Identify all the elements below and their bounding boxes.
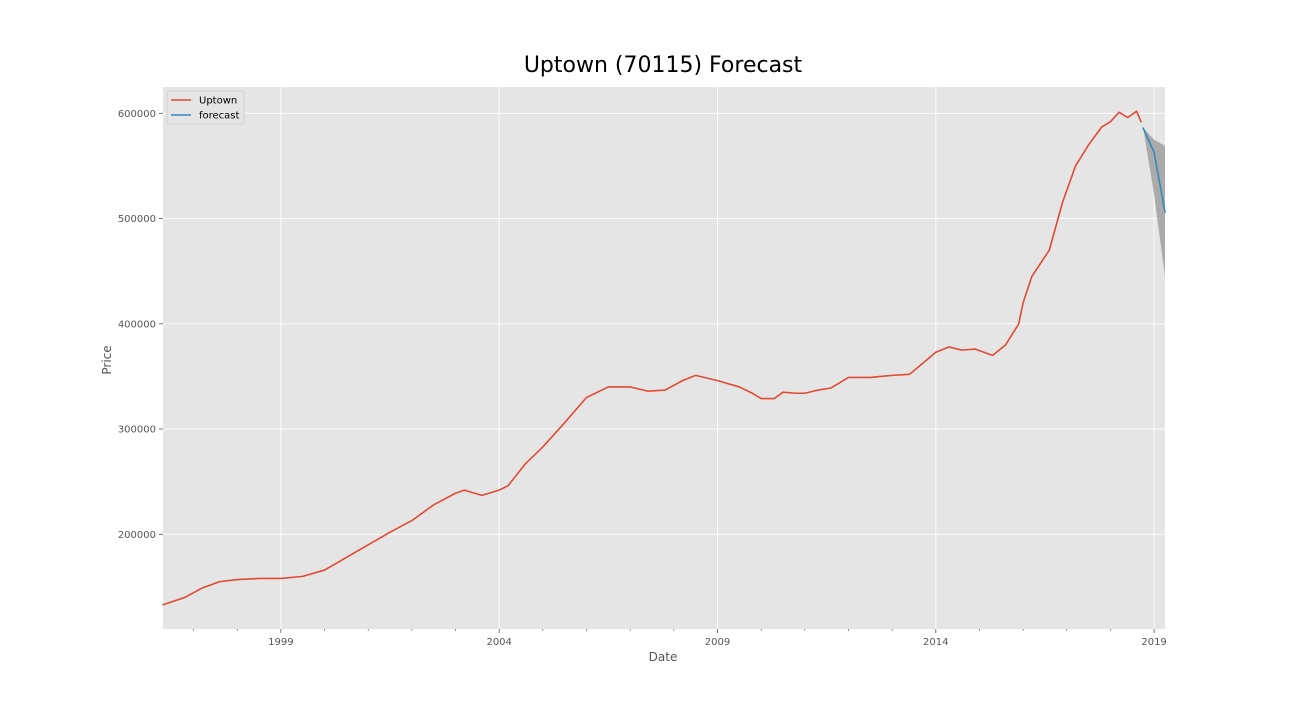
grid	[163, 87, 1165, 629]
y-tick-label: 300000	[118, 425, 156, 436]
forecast-confidence-area	[1143, 128, 1165, 277]
y-tick-label: 200000	[118, 530, 156, 541]
y-tick-label: 600000	[118, 109, 156, 120]
y-tick-label: 500000	[118, 214, 156, 225]
x-tick-label: 2019	[1141, 637, 1166, 648]
x-tick-label: 2009	[705, 637, 730, 648]
series-layer	[162, 110, 1166, 606]
y-axis-label: Price	[100, 345, 114, 374]
series-line-forecast	[1142, 127, 1166, 214]
x-tick-label: 1999	[268, 637, 293, 648]
forecast-confidence-band	[1143, 128, 1165, 277]
x-tick-label: 2004	[486, 637, 511, 648]
legend-label-uptown: Uptown	[199, 96, 237, 107]
legend: Uptown forecast	[166, 90, 245, 125]
x-axis-ticks: 1999 2004 2009 2014 2019	[193, 629, 1167, 648]
series-line-uptown	[162, 110, 1142, 606]
x-axis-label: Date	[649, 650, 678, 664]
x-tick-label: 2014	[923, 637, 948, 648]
chart-title: Uptown (70115) Forecast	[524, 53, 803, 78]
legend-label-forecast: forecast	[199, 111, 240, 122]
y-tick-label: 400000	[118, 319, 156, 330]
y-axis-ticks: 200000 300000 400000 500000 600000	[118, 109, 163, 541]
plot-area	[163, 87, 1165, 629]
